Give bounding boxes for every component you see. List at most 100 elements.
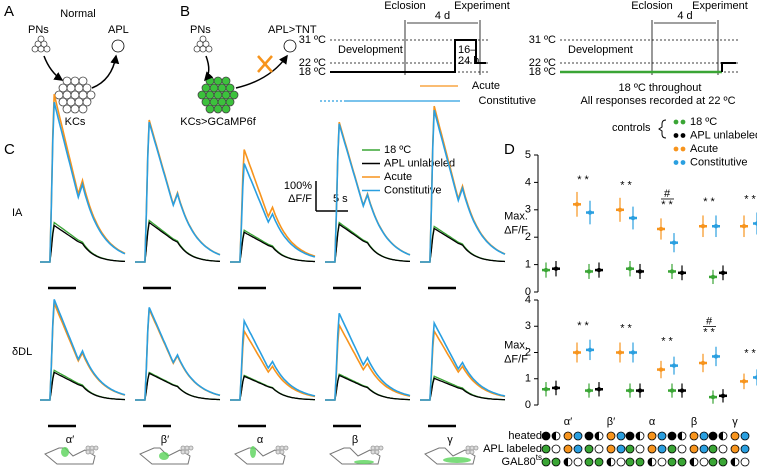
significance: * * <box>577 174 589 186</box>
key-dot <box>730 444 740 454</box>
mean-dot <box>637 388 643 393</box>
key-dot <box>647 431 657 441</box>
key-dot <box>625 431 635 441</box>
y-tick-label: 2 <box>525 346 531 358</box>
kc <box>70 104 80 114</box>
legend-label: Constitutive <box>690 156 747 168</box>
legend-label: APL unlabeled <box>690 129 757 141</box>
key-dot-half <box>648 458 652 466</box>
legend-label: Constitutive <box>384 184 441 196</box>
key-superscript: ts <box>536 453 542 462</box>
legend-dot <box>673 133 679 138</box>
kc <box>213 104 223 114</box>
mean-dot <box>700 224 706 229</box>
y-label: Max. <box>504 339 528 351</box>
trace <box>40 102 126 263</box>
experiment-label: Experiment <box>454 0 510 12</box>
cell-body <box>374 449 380 455</box>
kc <box>86 90 96 100</box>
kcs-label: KCs <box>65 116 86 128</box>
key-dot <box>616 444 626 454</box>
trace <box>40 224 125 263</box>
y-tick-label: 1 <box>525 259 531 271</box>
kc <box>221 104 231 114</box>
kc <box>82 83 92 93</box>
key-dot <box>677 444 687 454</box>
key-dot-half <box>564 458 568 466</box>
temp-label: 31 ºC <box>529 34 556 46</box>
legend-dot <box>673 160 679 165</box>
key-label: APL labeled <box>483 443 542 455</box>
temperature-trace <box>330 39 486 73</box>
apl-label: APL>TNT <box>268 24 317 36</box>
key-label: GAL80ts <box>502 453 542 467</box>
key-dot <box>740 457 750 467</box>
lobe-highlight <box>443 457 471 463</box>
significance: * * <box>703 196 715 208</box>
key-dot <box>563 431 573 441</box>
mean-dot <box>713 354 719 359</box>
kc <box>221 76 231 86</box>
mean-dot <box>630 350 636 355</box>
brain-icon <box>139 447 191 465</box>
kc <box>78 76 88 86</box>
cell-body <box>465 445 471 451</box>
pns-label: PNs <box>28 24 49 36</box>
temp-label: 18 ºC <box>299 66 326 78</box>
cell-body <box>89 445 95 451</box>
lobe-label: β <box>691 416 697 428</box>
key-dot <box>689 431 699 441</box>
brain-icon <box>234 446 286 465</box>
arrow <box>235 54 288 89</box>
y-tick-label: 5 <box>525 149 531 161</box>
scale-label: 100% <box>284 180 312 192</box>
key-dot-half <box>636 432 640 440</box>
mean-dot <box>596 267 602 273</box>
note: All responses recorded at 22 ºC <box>580 95 735 107</box>
key-dot <box>635 457 645 467</box>
heat-label: 24 h <box>458 55 479 67</box>
kc <box>62 104 72 114</box>
lobe-label: α <box>649 416 656 428</box>
key-dot <box>541 431 551 441</box>
legend-dot <box>680 160 686 165</box>
brain-icon <box>424 447 476 465</box>
y-tick-label: 0 <box>525 286 531 298</box>
key-dot-half <box>731 458 735 466</box>
key-dot <box>708 444 718 454</box>
cell-body <box>473 445 479 451</box>
brain-icon <box>329 447 381 465</box>
mean-dot <box>543 267 549 273</box>
key-dot <box>551 444 561 454</box>
key-dot <box>584 444 594 454</box>
key-dot <box>699 457 709 467</box>
acute-label: Acute <box>472 80 500 92</box>
panel-label: A <box>4 3 14 20</box>
trace <box>325 374 410 401</box>
kc <box>229 90 239 100</box>
significance: * * <box>661 336 673 348</box>
mean-dot <box>574 202 580 207</box>
mean-dot <box>574 350 580 355</box>
mean-dot <box>741 379 747 384</box>
mean-dot <box>617 350 623 355</box>
key-dot <box>625 457 635 467</box>
pn <box>37 45 45 53</box>
key-dot <box>667 431 677 441</box>
key-dot-half <box>552 432 556 440</box>
key-dot <box>730 431 740 441</box>
odor-label: δDL <box>12 346 32 358</box>
key-dot <box>647 444 657 454</box>
trace <box>230 318 316 401</box>
key-dot <box>635 444 645 454</box>
legend-dot <box>673 119 679 125</box>
kcs-label: KCs>GCaMP6f <box>180 116 256 128</box>
legend-dot <box>680 133 686 138</box>
brain-outline <box>329 447 381 465</box>
key-dot <box>699 444 709 454</box>
key-dot <box>708 431 718 441</box>
mean-dot <box>630 215 636 221</box>
trace <box>40 369 125 401</box>
mean-dot <box>587 210 593 215</box>
hash: # <box>664 188 671 200</box>
